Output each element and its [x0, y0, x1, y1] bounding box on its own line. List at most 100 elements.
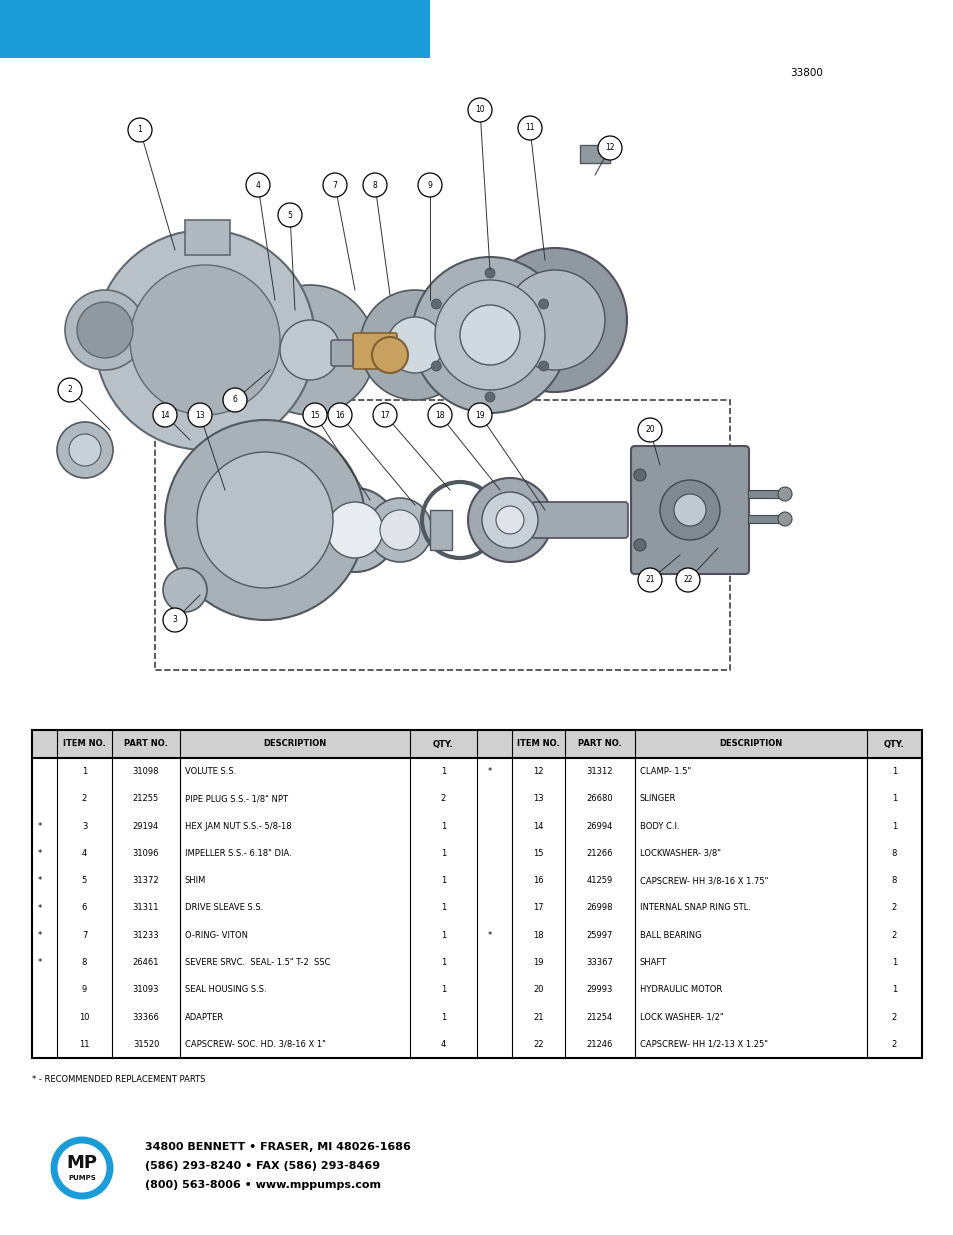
Text: 1: 1 — [891, 794, 896, 804]
Circle shape — [598, 136, 621, 161]
Text: BALL BEARING: BALL BEARING — [639, 931, 700, 940]
Text: *: * — [38, 958, 42, 967]
Text: 33800: 33800 — [789, 68, 822, 78]
Text: 1: 1 — [891, 821, 896, 831]
Text: 31098: 31098 — [132, 767, 159, 776]
Circle shape — [95, 230, 314, 450]
Circle shape — [387, 317, 442, 373]
Text: 21: 21 — [533, 1013, 543, 1021]
Bar — [0, 0, 430, 58]
Text: 5: 5 — [82, 876, 87, 885]
Circle shape — [538, 361, 548, 370]
Text: 1: 1 — [137, 126, 142, 135]
Text: *: * — [38, 876, 42, 885]
Text: QTY.: QTY. — [433, 740, 454, 748]
Circle shape — [69, 433, 101, 466]
Circle shape — [517, 116, 541, 140]
Text: (586) 293-8240 • FAX (586) 293-8469: (586) 293-8240 • FAX (586) 293-8469 — [145, 1161, 379, 1171]
FancyBboxPatch shape — [331, 340, 353, 366]
Text: 34800 BENNETT • FRASER, MI 48026-1686: 34800 BENNETT • FRASER, MI 48026-1686 — [145, 1142, 411, 1152]
Text: 4: 4 — [255, 180, 260, 189]
Circle shape — [417, 173, 441, 198]
Text: 1: 1 — [891, 958, 896, 967]
Circle shape — [459, 305, 519, 366]
Circle shape — [303, 403, 327, 427]
Bar — [430, 510, 452, 550]
Text: BODY C.I.: BODY C.I. — [639, 821, 679, 831]
Circle shape — [77, 303, 132, 358]
Text: 33366: 33366 — [132, 1013, 159, 1021]
Text: 12: 12 — [533, 767, 543, 776]
Circle shape — [496, 506, 523, 534]
Text: PUMPS: PUMPS — [68, 1174, 95, 1181]
Circle shape — [484, 391, 495, 403]
Circle shape — [484, 268, 495, 278]
Text: 2: 2 — [891, 931, 896, 940]
Circle shape — [246, 173, 270, 198]
Text: SEVERE SRVC.  SEAL- 1.5" T-2  SSC: SEVERE SRVC. SEAL- 1.5" T-2 SSC — [185, 958, 330, 967]
Text: 11: 11 — [79, 1040, 90, 1049]
Bar — [579, 144, 609, 163]
Text: *: * — [38, 821, 42, 831]
Text: 31093: 31093 — [132, 986, 159, 994]
Text: 3: 3 — [172, 615, 177, 625]
Text: 31520: 31520 — [132, 1040, 159, 1049]
Text: 2: 2 — [891, 1013, 896, 1021]
Text: 31096: 31096 — [132, 848, 159, 858]
Text: *: * — [38, 904, 42, 913]
Text: *: * — [38, 931, 42, 940]
Text: 21: 21 — [644, 576, 654, 584]
Circle shape — [359, 290, 470, 400]
Text: 2: 2 — [82, 794, 87, 804]
Text: 1: 1 — [440, 904, 446, 913]
Circle shape — [368, 498, 432, 562]
Text: 18: 18 — [435, 410, 444, 420]
Text: 13: 13 — [533, 794, 543, 804]
Bar — [154, 400, 729, 671]
Text: IMPELLER S.S.- 6.18" DIA.: IMPELLER S.S.- 6.18" DIA. — [185, 848, 292, 858]
Text: 1: 1 — [440, 958, 446, 967]
Text: 8: 8 — [891, 848, 896, 858]
Circle shape — [778, 513, 791, 526]
Text: 31233: 31233 — [132, 931, 159, 940]
Text: SHIM: SHIM — [185, 876, 206, 885]
Circle shape — [673, 494, 705, 526]
Text: PIPE PLUG S.S.- 1/8" NPT: PIPE PLUG S.S.- 1/8" NPT — [185, 794, 288, 804]
Text: SHAFT: SHAFT — [639, 958, 666, 967]
Text: 2: 2 — [891, 1040, 896, 1049]
Text: PART NO.: PART NO. — [578, 740, 621, 748]
Circle shape — [188, 403, 212, 427]
Text: 17: 17 — [380, 410, 390, 420]
Text: ADAPTER: ADAPTER — [185, 1013, 224, 1021]
Text: *: * — [487, 931, 492, 940]
Circle shape — [638, 417, 661, 442]
Circle shape — [128, 119, 152, 142]
Text: LOCKWASHER- 3/8": LOCKWASHER- 3/8" — [639, 848, 720, 858]
Text: 10: 10 — [475, 105, 484, 115]
Text: 26994: 26994 — [586, 821, 613, 831]
Circle shape — [659, 480, 720, 540]
Text: SEAL HOUSING S.S.: SEAL HOUSING S.S. — [185, 986, 266, 994]
Circle shape — [165, 420, 365, 620]
Text: CAPSCREW- SOC. HD. 3/8-16 X 1": CAPSCREW- SOC. HD. 3/8-16 X 1" — [185, 1040, 326, 1049]
Circle shape — [431, 299, 441, 309]
Circle shape — [323, 173, 347, 198]
Text: 8: 8 — [82, 958, 87, 967]
Circle shape — [428, 403, 452, 427]
Circle shape — [482, 248, 626, 391]
Text: 13: 13 — [195, 410, 205, 420]
Text: 21254: 21254 — [586, 1013, 613, 1021]
Circle shape — [468, 478, 552, 562]
Text: 2: 2 — [440, 794, 446, 804]
Text: PART NO.: PART NO. — [124, 740, 168, 748]
Text: CLAMP- 1.5": CLAMP- 1.5" — [639, 767, 691, 776]
Text: 21255: 21255 — [132, 794, 159, 804]
Text: 31312: 31312 — [586, 767, 613, 776]
Circle shape — [245, 285, 375, 415]
Text: 14: 14 — [160, 410, 170, 420]
Bar — [32, 730, 921, 1058]
Circle shape — [481, 492, 537, 548]
Text: 41259: 41259 — [586, 876, 613, 885]
Bar — [747, 515, 782, 522]
Text: 7: 7 — [82, 931, 87, 940]
